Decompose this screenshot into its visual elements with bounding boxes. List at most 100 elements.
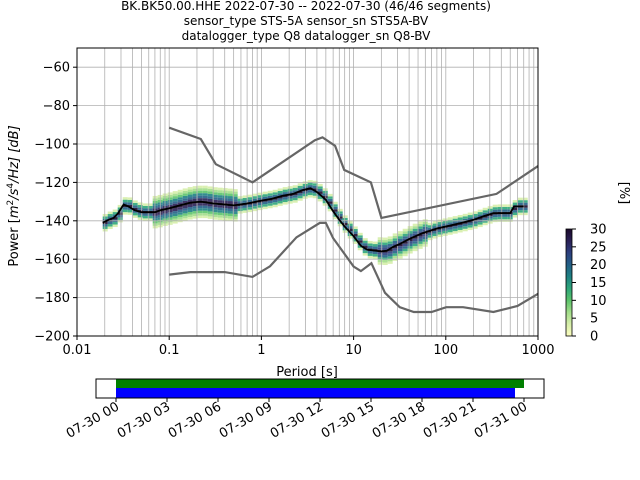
heatmap-cell (292, 190, 298, 193)
heatmap-cell (512, 212, 518, 216)
heatmap-cell (392, 235, 398, 239)
heatmap-cell (187, 204, 193, 208)
heatmap-cell (287, 188, 293, 192)
heatmap-cell (187, 194, 193, 198)
heatmap-cell (217, 190, 223, 193)
heatmap-cell (407, 238, 413, 242)
heatmap-cell (417, 228, 423, 232)
heatmap-cell (277, 193, 283, 196)
heatmap-cell (102, 226, 108, 229)
heatmap-cell (192, 213, 198, 217)
heatmap-cell (427, 227, 433, 231)
heatmap-cell (232, 216, 238, 220)
heatmap-cell (512, 210, 518, 213)
heatmap-cell (212, 212, 218, 215)
heatmap-cell (197, 205, 203, 209)
heatmap-cell (462, 213, 468, 217)
heatmap-cell (487, 211, 493, 214)
heatmap-cell (117, 217, 123, 220)
heatmap-cell (462, 223, 468, 227)
heatmap-cell (247, 197, 253, 200)
heatmap-cell (382, 255, 388, 258)
heatmap-cell (367, 243, 373, 246)
heatmap-cell (207, 188, 213, 192)
heatmap-cell (277, 203, 283, 206)
heatmap-cell (212, 194, 218, 198)
heatmap-cell (512, 200, 518, 203)
heatmap-cell (222, 210, 228, 214)
heatmap-cell (182, 218, 188, 221)
heatmap-cell (497, 216, 503, 220)
colorbar-tick-label: 30 (590, 223, 607, 238)
heatmap-cell (467, 215, 473, 218)
colorbar-label: [%] (616, 182, 631, 205)
heatmap-cell (317, 198, 323, 202)
heatmap-cell (227, 208, 233, 212)
heatmap-cell (407, 233, 413, 237)
heatmap-cell (317, 183, 323, 187)
heatmap-cell (342, 220, 348, 223)
heatmap-cell (517, 200, 523, 203)
heatmap-cell (192, 188, 198, 192)
heatmap-cell (262, 196, 268, 200)
heatmap-cell (132, 212, 138, 216)
heatmap-cell (252, 193, 258, 197)
y-tick-label: −100 (34, 138, 70, 153)
heatmap-cell (282, 199, 288, 203)
heatmap-cell (217, 207, 223, 211)
heatmap-cell (192, 206, 198, 209)
heatmap-cell (117, 214, 123, 218)
heatmap-cell (457, 217, 463, 220)
heatmap-cell (327, 208, 333, 212)
heatmap-cell (227, 196, 233, 199)
heatmap-cell (202, 190, 208, 194)
heatmap-cell (387, 251, 393, 254)
heatmap-cell (442, 223, 448, 226)
heatmap-cell (197, 185, 203, 189)
heatmap-cell (352, 241, 358, 244)
heatmap-cell (247, 194, 253, 198)
heatmap-cell (427, 225, 433, 228)
heatmap-cell (167, 209, 173, 213)
heatmap-cell (212, 204, 218, 208)
heatmap-cell (202, 203, 208, 206)
heatmap-cell (172, 193, 178, 197)
heatmap-cell (397, 251, 403, 254)
heatmap-cell (127, 207, 133, 210)
heatmap-cell (147, 208, 153, 211)
heatmap-cell (512, 202, 518, 206)
heatmap-cell (262, 201, 268, 205)
title-line-2: sensor_type STS-5A sensor_sn STS5A-BV (184, 14, 429, 28)
heatmap-cell (137, 217, 143, 220)
heatmap-cell (417, 231, 423, 234)
heatmap-cell (362, 243, 368, 246)
heatmap-cell (402, 228, 408, 232)
heatmap-cell (457, 229, 463, 233)
x-axis-label: Period [s] (276, 365, 338, 380)
heatmap-cell (457, 214, 463, 218)
heatmap-cell (402, 233, 408, 237)
heatmap-cell (402, 236, 408, 239)
heatmap-cell (367, 245, 373, 249)
heatmap-cell (262, 194, 268, 197)
heatmap-cell (387, 243, 393, 247)
heatmap-cell (387, 253, 393, 257)
heatmap-cell (337, 221, 343, 224)
heatmap-cell (102, 221, 108, 224)
heatmap-cell (517, 212, 523, 216)
heatmap-cell (207, 211, 213, 214)
heatmap-cell (522, 212, 528, 216)
heatmap-cell (172, 201, 178, 204)
coverage-tick-label: 07-30 18 (370, 399, 428, 441)
heatmap-cell (502, 216, 508, 220)
heatmap-cell (362, 240, 368, 244)
heatmap-cell (142, 203, 148, 206)
heatmap-cell (307, 190, 313, 193)
heatmap-cell (197, 198, 203, 201)
coverage-tick-label: 07-30 12 (268, 399, 326, 441)
heatmap-cell (517, 210, 523, 213)
heatmap-cell (362, 250, 368, 254)
heatmap-cell (367, 250, 373, 254)
heatmap-cell (477, 222, 483, 225)
heatmap-cell (472, 211, 478, 214)
